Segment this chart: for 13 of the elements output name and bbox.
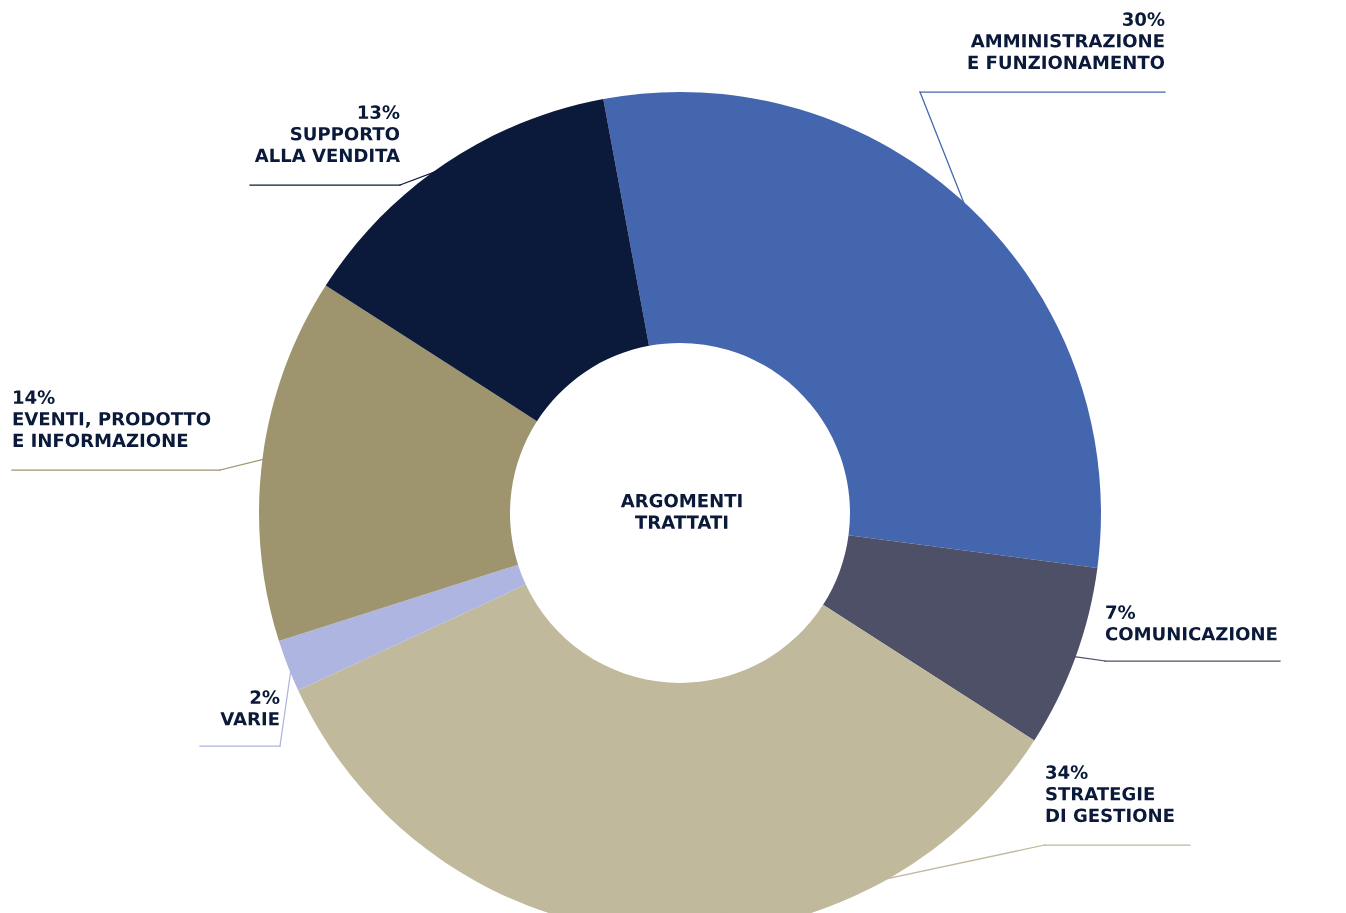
slice-label: COMUNICAZIONE — [1105, 626, 1277, 641]
data-label: 14% — [14, 390, 55, 404]
data-label: 2% — [250, 690, 280, 704]
data-label: 30% — [1122, 12, 1165, 26]
slice-label: EVENTI, PRODOTTO E INFORMAZIONE — [13, 411, 211, 448]
slice-label: STRATEGIE DI GESTIONE — [1046, 786, 1174, 823]
slice-label: SUPPORTO ALLA VENDITA — [254, 126, 400, 162]
slice-label: VARIE — [220, 712, 279, 726]
data-label: 34% — [1046, 765, 1088, 779]
data-label: 13% — [358, 105, 400, 119]
data-label: 7% — [1106, 605, 1136, 619]
text: ARGOMENTI TRATTATI — [620, 493, 742, 529]
slice-label: AMMINISTRAZIONE E FUNZIONAMENTO — [968, 33, 1165, 70]
